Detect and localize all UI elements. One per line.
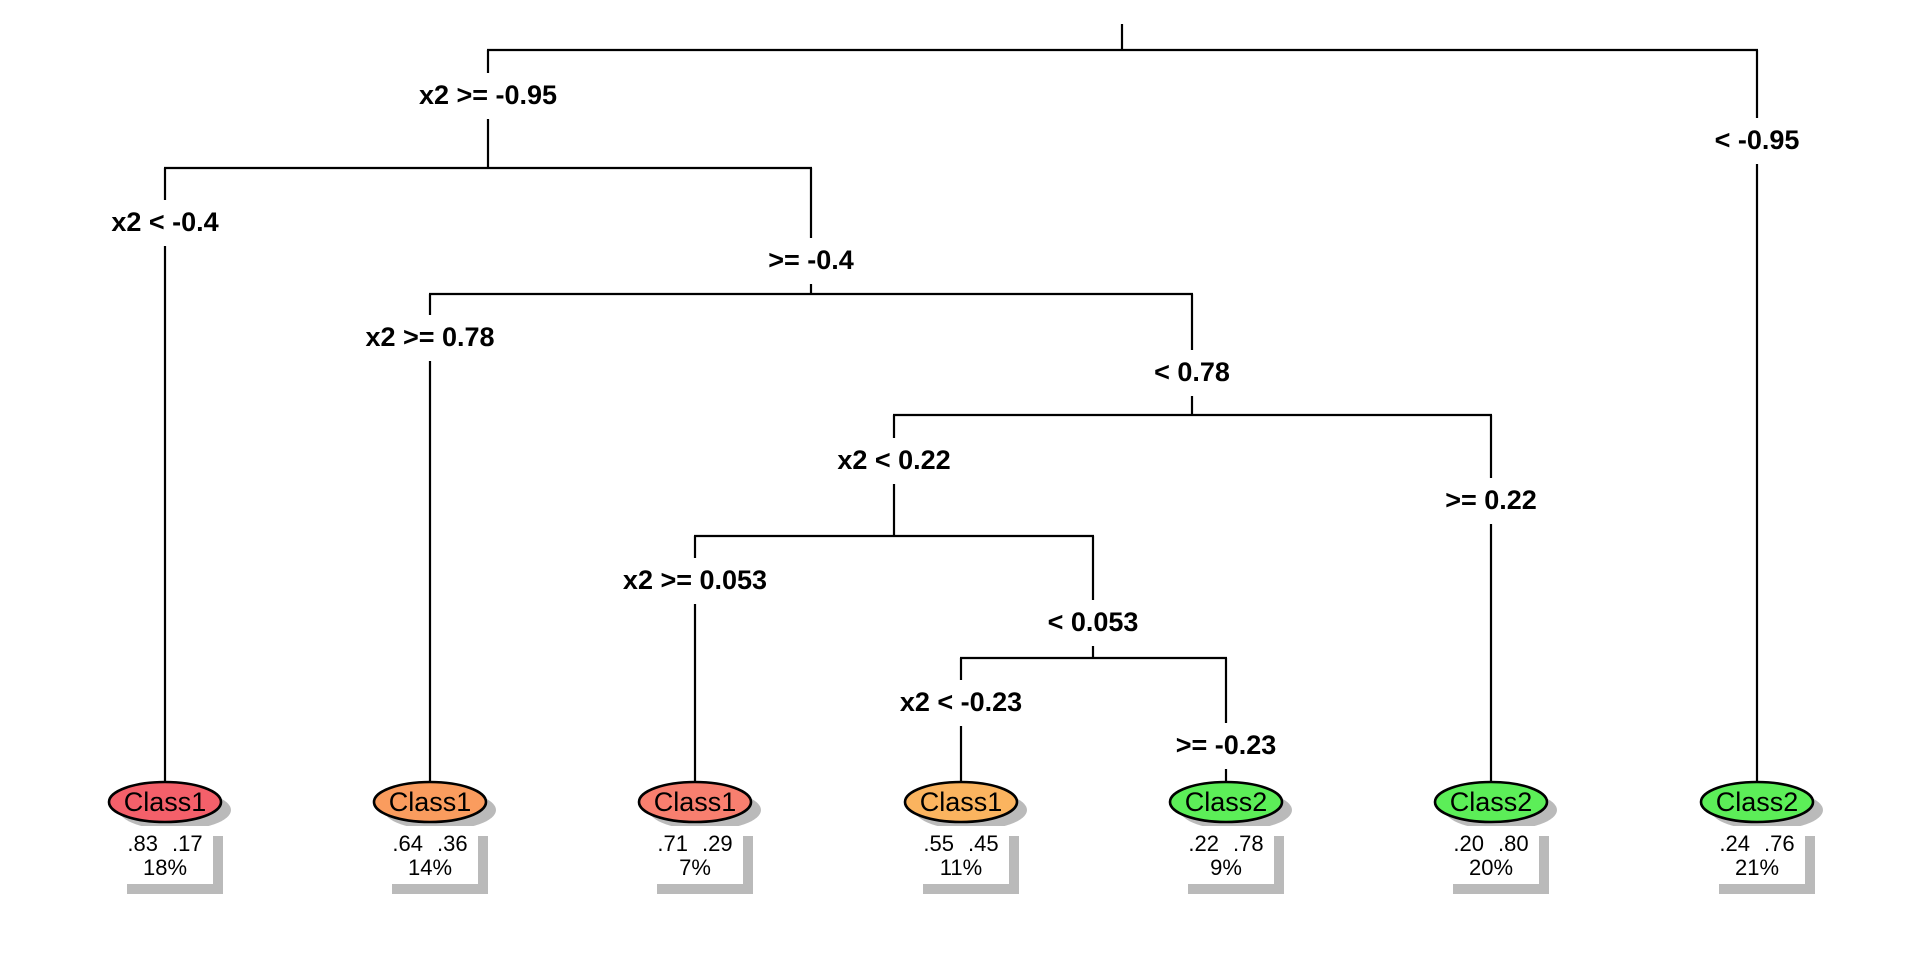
leaf-coverage-pct: 21% <box>1735 855 1779 880</box>
split-label-l3-right: >= 0.22 <box>1445 485 1537 515</box>
split-label-l1-right: >= -0.4 <box>768 245 854 275</box>
leaf-prob-class2: .29 <box>702 831 733 856</box>
leaf-coverage-pct: 9% <box>1210 855 1242 880</box>
leaf-node-4: Class1 .55 .45 11% <box>903 780 1027 894</box>
leaf-coverage-pct: 18% <box>143 855 187 880</box>
leaf-node-7: Class2 .24 .76 21% <box>1699 780 1823 894</box>
leaf-stats-box <box>382 826 478 884</box>
split-label-l3-left: x2 < 0.22 <box>837 445 950 475</box>
leaf-class-ellipse <box>637 780 753 824</box>
split-label-l1-left: x2 < -0.4 <box>111 207 218 237</box>
leaf-prob-class1: .55 <box>923 831 954 856</box>
leaf-prob-class1: .24 <box>1719 831 1750 856</box>
leaf-node-5: Class2 .22 .78 9% <box>1168 780 1292 894</box>
leaf-coverage-pct: 14% <box>408 855 452 880</box>
tree-branches <box>163 24 1759 782</box>
leaf-class-label: Class2 <box>1716 787 1799 817</box>
leaf-prob-class1: .83 <box>127 831 158 856</box>
leaf-class-label: Class1 <box>920 787 1003 817</box>
leaf-class-ellipse <box>1433 780 1549 824</box>
leaf-class-label: Class2 <box>1450 787 1533 817</box>
leaf-coverage-pct: 20% <box>1469 855 1513 880</box>
leaf-stats-box <box>1178 826 1274 884</box>
leaf-prob-class1: .20 <box>1453 831 1484 856</box>
leaf-prob-class2: .80 <box>1498 831 1529 856</box>
split-label-root-left: x2 >= -0.95 <box>419 80 557 110</box>
leaf-coverage-pct: 7% <box>679 855 711 880</box>
leaf-class-ellipse <box>1168 780 1284 824</box>
leaf-node-3: Class1 .71 .29 7% <box>637 780 761 894</box>
leaf-prob-class2: .45 <box>968 831 999 856</box>
leaf-node-2: Class1 .64 .36 14% <box>372 780 496 894</box>
leaf-coverage-pct: 11% <box>940 855 982 880</box>
leaf-prob-class2: .17 <box>172 831 203 856</box>
split-label-l2-left: x2 >= 0.78 <box>365 322 494 352</box>
leaf-stats-box <box>117 826 213 884</box>
leaf-prob-class2: .36 <box>437 831 468 856</box>
leaf-node-1: Class1 .83 .17 18% <box>107 780 231 894</box>
leaf-class-ellipse <box>107 780 223 824</box>
leaf-class-label: Class1 <box>654 787 737 817</box>
split-label-l4-left: x2 >= 0.053 <box>623 565 767 595</box>
leaf-class-label: Class1 <box>124 787 207 817</box>
leaf-class-ellipse <box>903 780 1019 824</box>
leaf-stats-box <box>1443 826 1539 884</box>
leaf-prob-class1: .64 <box>392 831 423 856</box>
leaf-class-label: Class2 <box>1185 787 1268 817</box>
leaf-class-ellipse <box>1699 780 1815 824</box>
split-label-l4-right: < 0.053 <box>1048 607 1139 637</box>
leaf-node-6: Class2 .20 .80 20% <box>1433 780 1557 894</box>
leaf-prob-class1: .71 <box>657 831 688 856</box>
split-label-l2-right: < 0.78 <box>1154 357 1230 387</box>
split-label-l5-right: >= -0.23 <box>1176 730 1277 760</box>
leaf-stats-box <box>913 826 1009 884</box>
leaf-prob-class1: .22 <box>1188 831 1219 856</box>
leaf-prob-class2: .76 <box>1764 831 1795 856</box>
split-label-l5-left: x2 < -0.23 <box>900 687 1022 717</box>
split-label-root-right: < -0.95 <box>1715 125 1800 155</box>
leaf-prob-class2: .78 <box>1233 831 1264 856</box>
leaf-class-label: Class1 <box>389 787 472 817</box>
leaf-class-ellipse <box>372 780 488 824</box>
leaf-stats-box <box>1709 826 1805 884</box>
leaf-stats-box <box>647 826 743 884</box>
